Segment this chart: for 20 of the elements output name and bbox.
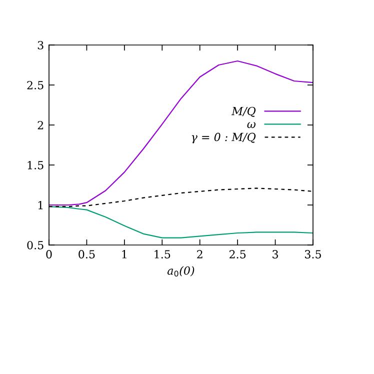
x-tick-label: 1 xyxy=(122,250,126,258)
legend-label: ω xyxy=(247,122,256,128)
legend-label: M/Q xyxy=(232,106,256,117)
x-tick-label: 0.5 xyxy=(78,250,95,258)
y-tick-label: 1 xyxy=(38,200,43,210)
legend-label: γ = 0 : M/Q xyxy=(192,132,256,144)
y-tick-label: 3 xyxy=(38,40,44,50)
line-series xyxy=(49,60,313,206)
line-series xyxy=(49,206,313,238)
x-tick-label: 3 xyxy=(272,250,278,258)
x-tick-label: 2 xyxy=(197,250,202,258)
x-tick-label: 0 xyxy=(46,250,52,258)
x-tick-label: 1.5 xyxy=(154,250,170,258)
x-tick-label: 2.5 xyxy=(229,250,246,258)
x-axis-title: a$_{0}$(0) xyxy=(167,266,194,277)
y-tick-label: 1.5 xyxy=(28,160,44,170)
y-tick-label: 0.5 xyxy=(27,240,44,250)
y-tick-label: 2.5 xyxy=(27,80,44,90)
x-tick-label: 3.5 xyxy=(305,250,321,258)
y-tick-label: 2 xyxy=(38,120,44,130)
